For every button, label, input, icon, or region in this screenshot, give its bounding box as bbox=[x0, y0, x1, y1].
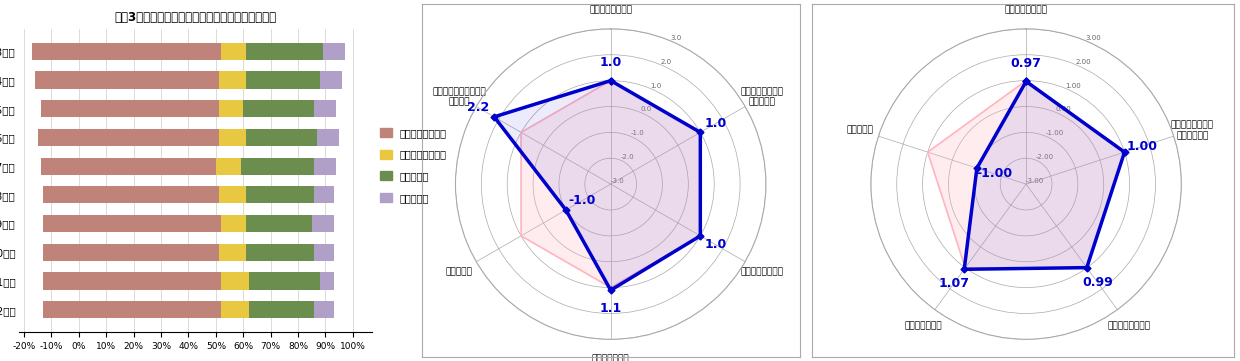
Bar bbox=[218, 100, 243, 117]
Bar bbox=[311, 215, 334, 232]
Bar bbox=[79, 273, 221, 290]
Bar bbox=[43, 215, 79, 232]
Bar bbox=[79, 129, 218, 146]
Bar bbox=[218, 186, 246, 204]
Bar bbox=[218, 71, 246, 88]
Bar bbox=[79, 71, 218, 88]
Text: -1.00: -1.00 bbox=[976, 167, 1012, 180]
Bar bbox=[79, 215, 221, 232]
Text: 1.00: 1.00 bbox=[1126, 140, 1157, 153]
Bar bbox=[249, 301, 315, 318]
Bar bbox=[315, 301, 334, 318]
Legend: 民間最終消費支出, 政府最終消費支出, 総資本形成, 移出入　他: 民間最終消費支出, 政府最終消費支出, 総資本形成, 移出入 他 bbox=[381, 128, 446, 203]
Bar bbox=[43, 273, 79, 290]
Text: 2.2: 2.2 bbox=[467, 101, 490, 114]
Text: 0.99: 0.99 bbox=[1083, 276, 1112, 289]
Bar bbox=[41, 100, 79, 117]
Bar bbox=[241, 157, 315, 175]
Bar bbox=[218, 129, 246, 146]
Bar bbox=[79, 100, 218, 117]
Bar bbox=[246, 244, 315, 261]
Bar bbox=[37, 129, 79, 146]
Text: -1.0: -1.0 bbox=[568, 195, 595, 208]
Bar bbox=[35, 71, 79, 88]
Bar bbox=[246, 129, 317, 146]
Bar bbox=[246, 215, 311, 232]
Bar bbox=[315, 244, 334, 261]
Bar bbox=[317, 129, 339, 146]
Polygon shape bbox=[521, 81, 701, 288]
Bar bbox=[322, 43, 345, 60]
Bar bbox=[216, 157, 241, 175]
Polygon shape bbox=[928, 81, 1125, 268]
Bar bbox=[221, 43, 246, 60]
Bar bbox=[243, 100, 315, 117]
Bar bbox=[218, 244, 246, 261]
Bar bbox=[320, 273, 334, 290]
Bar bbox=[320, 71, 342, 88]
Polygon shape bbox=[495, 81, 701, 290]
Polygon shape bbox=[965, 81, 1125, 269]
Bar bbox=[221, 215, 246, 232]
Bar bbox=[32, 43, 79, 60]
Bar bbox=[79, 244, 218, 261]
Bar bbox=[315, 157, 336, 175]
Bar bbox=[246, 43, 322, 60]
Bar bbox=[246, 71, 320, 88]
Bar bbox=[249, 273, 320, 290]
Bar bbox=[79, 43, 221, 60]
Bar bbox=[79, 186, 218, 204]
Bar bbox=[43, 244, 79, 261]
Text: 1.0: 1.0 bbox=[704, 117, 727, 130]
Title: （嘦3）県内総生産（支出、名目）の構成比の推移: （嘦3）県内総生産（支出、名目）の構成比の推移 bbox=[114, 10, 277, 23]
Bar bbox=[246, 186, 315, 204]
Bar bbox=[315, 186, 334, 204]
Bar bbox=[41, 157, 79, 175]
Text: 1.1: 1.1 bbox=[600, 302, 621, 315]
Text: 1.07: 1.07 bbox=[939, 278, 970, 291]
Bar bbox=[43, 186, 79, 204]
Bar bbox=[79, 301, 221, 318]
Text: 1.0: 1.0 bbox=[600, 56, 621, 69]
Text: 1.0: 1.0 bbox=[704, 238, 727, 251]
Bar bbox=[221, 301, 249, 318]
Bar bbox=[43, 301, 79, 318]
Bar bbox=[79, 157, 216, 175]
Bar bbox=[221, 273, 249, 290]
Text: 0.97: 0.97 bbox=[1011, 57, 1042, 70]
Bar bbox=[315, 100, 336, 117]
